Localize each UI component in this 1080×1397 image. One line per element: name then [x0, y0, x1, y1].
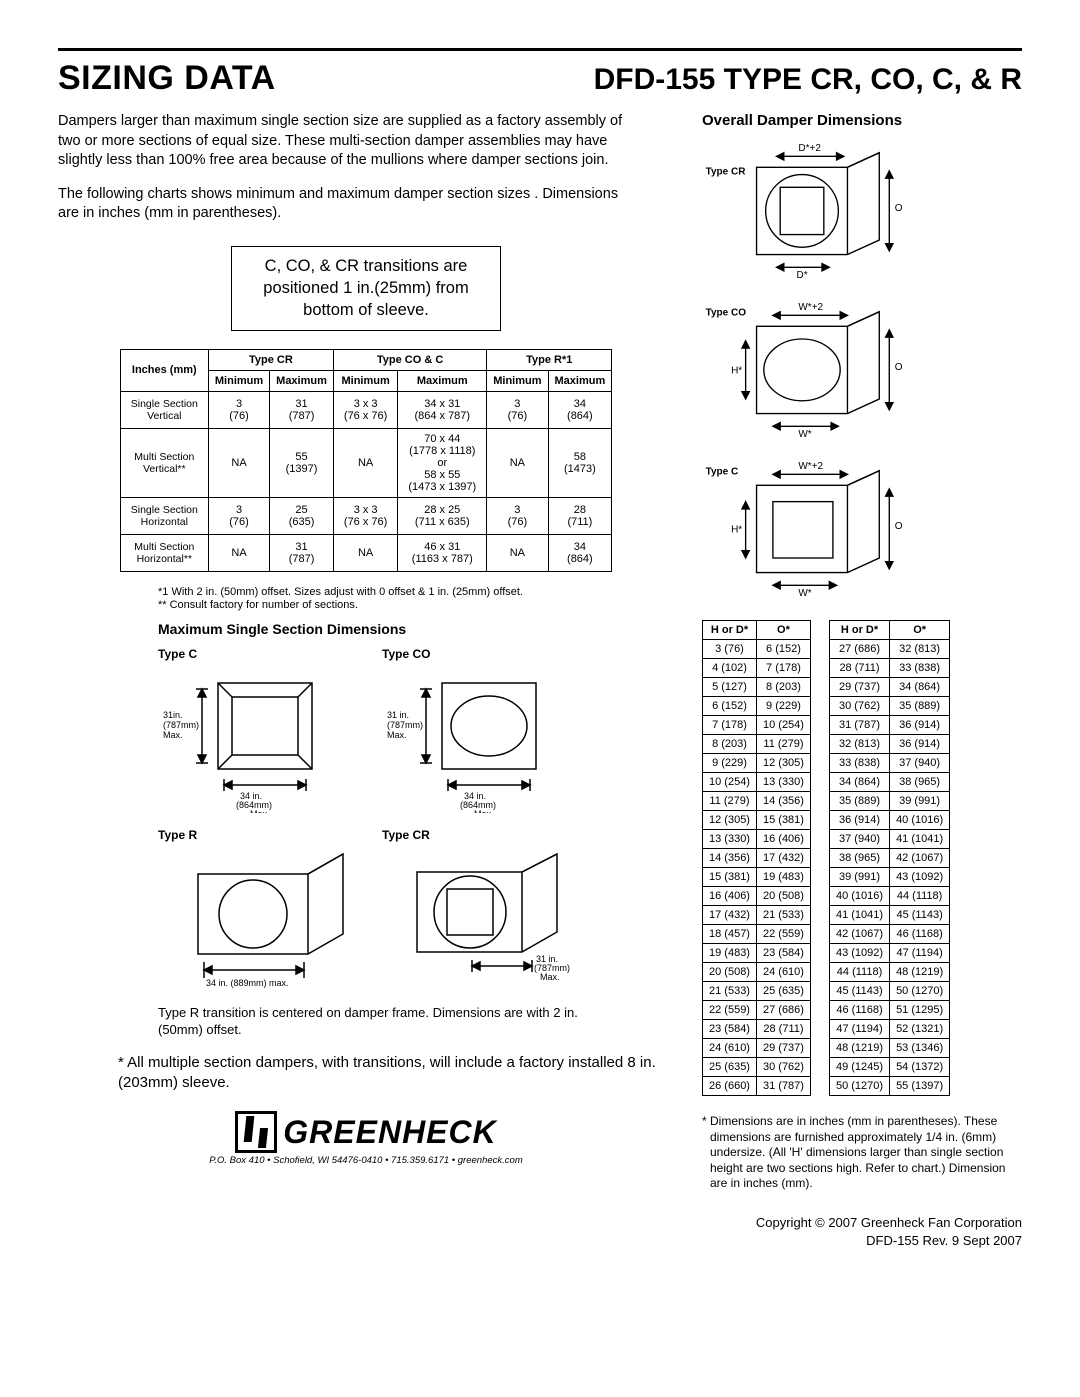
diagram-type-cr: 31 in.(787mm)Max. [382, 844, 582, 994]
msd-type-r: Type R 34 in. (889mm) max. [158, 828, 374, 997]
msd-type-co: Type CO 31 in.(787mm)Max. [382, 647, 598, 816]
multi-section-note: * All multiple section dampers, with tra… [118, 1053, 674, 1094]
msd-type-r-label: Type R [158, 828, 374, 842]
msd-title: Maximum Single Section Dimensions [158, 621, 674, 637]
diagram-odd-c: Type C W*+2 H* O* W* [702, 453, 902, 603]
svg-text:O*: O* [895, 362, 902, 373]
diagram-odd-cr: Type CR D*+2 O* D* [702, 135, 902, 285]
svg-text:O*: O* [895, 203, 902, 214]
msd-grid: Type C [158, 647, 598, 997]
svg-text:W*+2: W*+2 [798, 461, 823, 472]
sizing-table: Inches (mm)Type CRType CO & CType R*1Min… [120, 349, 613, 572]
logo: GREENHECK [235, 1111, 496, 1153]
para-1: Dampers larger than maximum single secti… [58, 112, 628, 171]
svg-text:Type CO: Type CO [706, 307, 747, 318]
svg-text:W*+2: W*+2 [798, 302, 823, 313]
header: SIZING DATA DFD-155 TYPE CR, CO, C, & R [58, 59, 1022, 98]
type-r-note: Type R transition is centered on damper … [158, 1005, 598, 1039]
top-rule [58, 48, 1022, 51]
dim-table-2: H or D*O*27 (686)32 (813)28 (711)33 (838… [829, 620, 950, 1096]
dim-w: 34 in.(864mm)Max. [236, 791, 272, 813]
diagram-type-r: 34 in. (889mm) max. [158, 844, 358, 994]
page: SIZING DATA DFD-155 TYPE CR, CO, C, & R … [0, 0, 1080, 1397]
logo-text: GREENHECK [283, 1114, 496, 1151]
svg-text:W*: W* [798, 588, 811, 599]
diagram-type-c: 31in.(787mm)Max. 34 in.(864mm)Max. [158, 663, 358, 813]
logo-sub: P.O. Box 410 • Schofield, WI 54476-0410 … [209, 1155, 522, 1166]
left-column: Dampers larger than maximum single secti… [58, 112, 674, 1250]
msd-type-c: Type C [158, 647, 374, 816]
msd-type-cr: Type CR 31 in.(787mm)Max. [382, 828, 598, 997]
diagram-odd-co: Type CO W*+2 H* O* W* [702, 294, 902, 444]
footnote-2: ** Consult factory for number of section… [158, 599, 674, 613]
logo-row: GREENHECK P.O. Box 410 • Schofield, WI 5… [58, 1111, 674, 1166]
footnotes: *1 With 2 in. (50mm) offset. Sizes adjus… [158, 586, 674, 614]
svg-text:O*: O* [895, 521, 902, 532]
right-column: Overall Damper Dimensions Type CR D*+2 O [702, 112, 1022, 1250]
logo-mark-icon [235, 1111, 277, 1153]
dim-h: 31in.(787mm)Max. [163, 710, 199, 740]
msd-type-co-label: Type CO [382, 647, 598, 661]
svg-text:31 in.(787mm)Max.: 31 in.(787mm)Max. [534, 954, 570, 982]
copyright-text: Copyright © 2007 Greenheck Fan Corporati… [702, 1214, 1022, 1232]
dim-tables: H or D*O*3 (76)6 (152)4 (102)7 (178)5 (1… [702, 620, 1022, 1096]
header-left: SIZING DATA [58, 59, 276, 98]
right-note: * Dimensions are in inches (mm in parent… [702, 1114, 1022, 1192]
svg-text:W*: W* [798, 429, 811, 440]
svg-text:31 in.(787mm)Max.: 31 in.(787mm)Max. [387, 710, 423, 740]
svg-text:D*+2: D*+2 [798, 143, 821, 154]
header-right: DFD-155 TYPE CR, CO, C, & R [594, 63, 1022, 97]
right-copyright: Copyright © 2007 Greenheck Fan Corporati… [702, 1214, 1022, 1250]
msd-type-cr-label: Type CR [382, 828, 598, 842]
svg-text:34 in.(864mm)Max.: 34 in.(864mm)Max. [460, 791, 496, 813]
svg-text:34 in. (889mm) max.: 34 in. (889mm) max. [206, 978, 289, 988]
dim-table-1: H or D*O*3 (76)6 (152)4 (102)7 (178)5 (1… [702, 620, 811, 1096]
para-2: The following charts shows minimum and m… [58, 185, 628, 224]
svg-text:H*: H* [731, 525, 742, 536]
main: Dampers larger than maximum single secti… [58, 112, 1022, 1250]
footnote-1: *1 With 2 in. (50mm) offset. Sizes adjus… [158, 586, 674, 600]
svg-text:D*: D* [797, 270, 808, 281]
rev-text: DFD-155 Rev. 9 Sept 2007 [702, 1232, 1022, 1250]
svg-text:Type C: Type C [706, 466, 739, 477]
odd-title: Overall Damper Dimensions [702, 112, 1022, 129]
transition-note: C, CO, & CR transitions are positioned 1… [231, 246, 501, 331]
msd-type-c-label: Type C [158, 647, 374, 661]
svg-text:H*: H* [731, 366, 742, 377]
svg-text:Type CR: Type CR [706, 167, 747, 178]
diagram-type-co: 31 in.(787mm)Max. 34 in.(864mm)Max. [382, 663, 582, 813]
